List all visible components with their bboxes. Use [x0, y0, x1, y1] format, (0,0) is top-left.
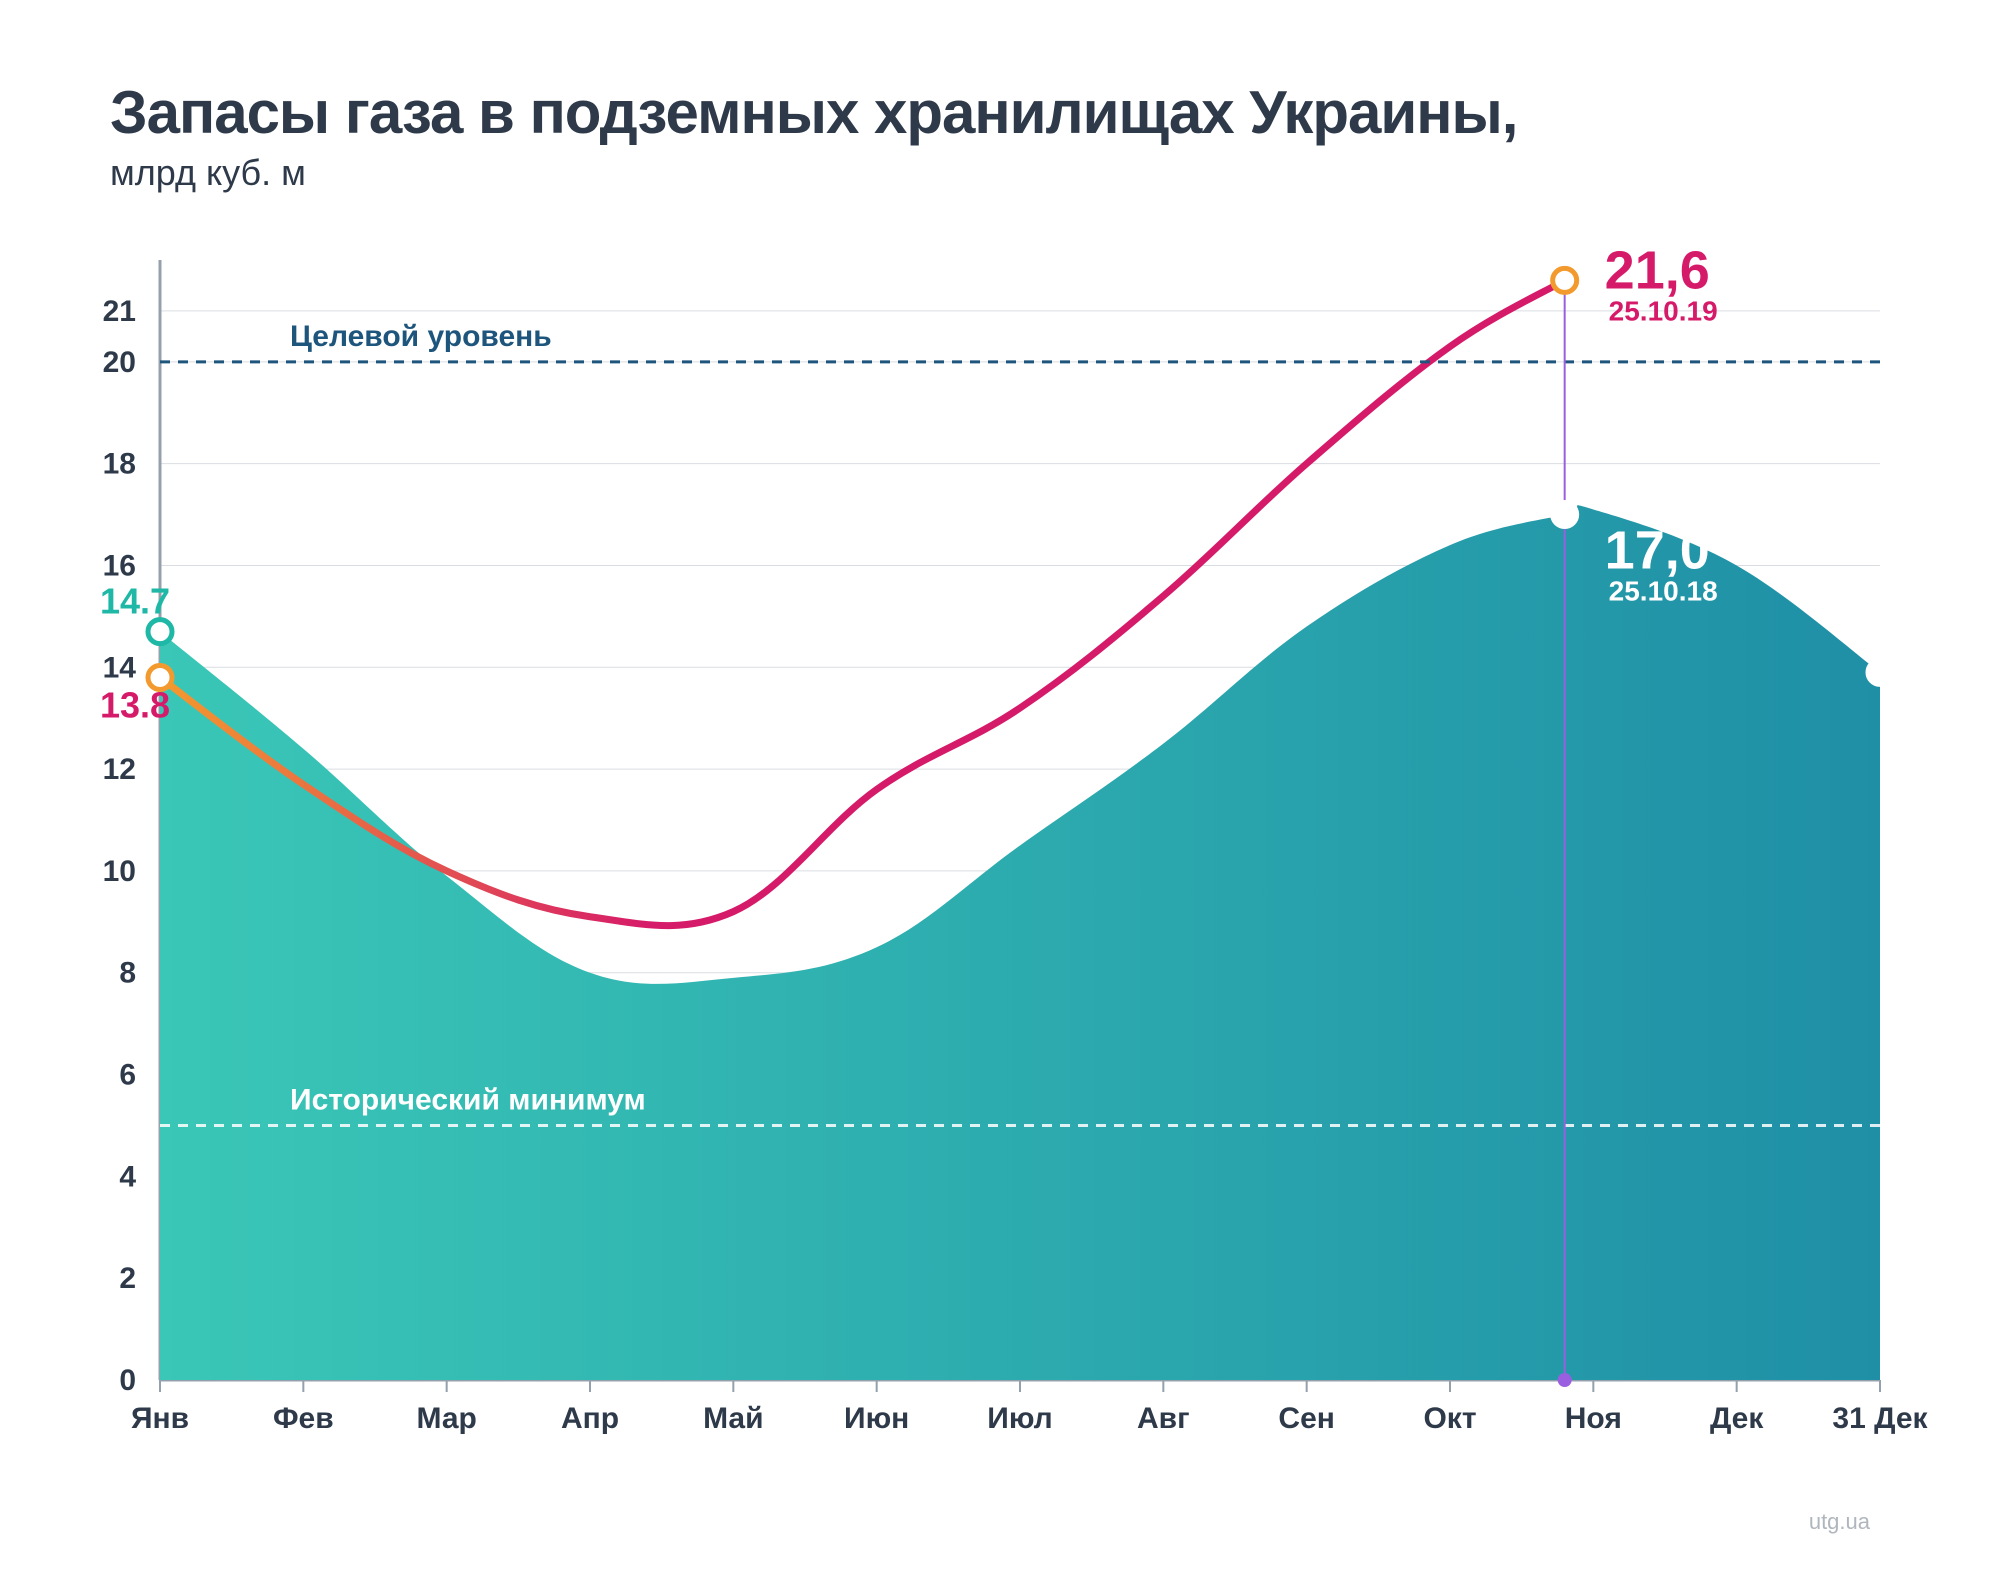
xtick-label: Июл — [987, 1402, 1053, 1435]
xtick-label: Дек — [1710, 1402, 1764, 1435]
ytick-label: 10 — [103, 855, 136, 888]
drop-line-base-marker — [1558, 1373, 1572, 1387]
callout-2019-peak-date: 25.10.19 — [1609, 295, 1718, 326]
xtick-label: Сен — [1278, 1402, 1334, 1435]
marker-2019-peak — [1553, 268, 1577, 292]
xtick-label: Авг — [1137, 1402, 1190, 1435]
gas-storage-chart: 0 2 4 6 8 10 12 14 16 18 20 21 Янв Фев Мар Апр Май Июн Июл… — [0, 0, 2000, 1569]
xtick-label: Окт — [1423, 1402, 1476, 1435]
ytick-label: 8 — [119, 957, 136, 990]
source-credit: utg.ua — [1809, 1509, 1870, 1535]
ytick-label: 16 — [103, 549, 136, 582]
ytick-label: 20 — [103, 346, 136, 379]
callout-2018-start: 14.7 — [100, 581, 170, 622]
marker-2018-start — [148, 620, 172, 644]
ytick-label: 12 — [103, 753, 136, 786]
ytick-label: 0 — [119, 1364, 136, 1397]
callout-2018-peak-value: 17,0 — [1605, 521, 1710, 581]
xtick-label: Июн — [844, 1402, 909, 1435]
ytick-label: 21 — [103, 295, 136, 328]
ytick-label: 14 — [103, 651, 137, 684]
xtick-label: Ноя — [1565, 1402, 1622, 1435]
callout-2019-start: 13.8 — [100, 684, 170, 725]
ytick-label: 6 — [119, 1059, 136, 1092]
ytick-label: 4 — [119, 1160, 136, 1193]
callout-2018-peak-date: 25.10.18 — [1609, 576, 1718, 607]
historical-min-label: Исторический минимум — [290, 1083, 646, 1116]
xtick-label: Май — [703, 1402, 763, 1435]
xtick-label: 31 Дек — [1832, 1402, 1928, 1435]
ytick-label: 2 — [119, 1262, 136, 1295]
marker-2018-peak — [1553, 503, 1577, 527]
target-level-label: Целевой уровень — [290, 320, 552, 353]
xtick-label: Апр — [561, 1402, 619, 1435]
marker-2018-end — [1868, 660, 1892, 684]
xtick-label: Янв — [131, 1402, 189, 1435]
xtick-label: Мар — [416, 1402, 476, 1435]
callout-2019-peak-value: 21,6 — [1605, 240, 1710, 300]
xtick-label: Фев — [273, 1402, 334, 1435]
ytick-label: 18 — [103, 448, 136, 481]
area-2018 — [160, 505, 1880, 1380]
